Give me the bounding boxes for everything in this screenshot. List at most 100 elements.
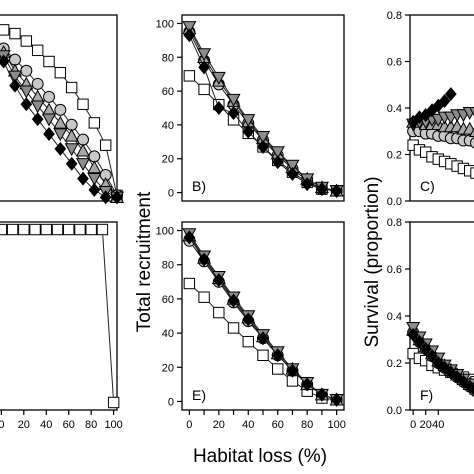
y-tick-label: 80 bbox=[162, 52, 174, 64]
data-point bbox=[43, 55, 55, 68]
data-point bbox=[29, 223, 41, 236]
data-point bbox=[198, 252, 210, 267]
data-point bbox=[54, 141, 67, 156]
data-point bbox=[271, 348, 284, 363]
data-point bbox=[464, 165, 474, 177]
data-point bbox=[226, 93, 241, 107]
data-point bbox=[31, 77, 44, 90]
series-line-1 bbox=[1, 229, 115, 403]
data-point bbox=[330, 183, 343, 198]
data-point bbox=[211, 71, 226, 85]
x-tick-label: 80 bbox=[85, 419, 97, 431]
data-point bbox=[87, 172, 102, 186]
data-point bbox=[7, 70, 23, 84]
x-tick-label: 100 bbox=[104, 419, 122, 431]
y-tick-label: 40 bbox=[162, 120, 174, 132]
data-point bbox=[75, 158, 91, 172]
plot-frame bbox=[0, 221, 118, 411]
data-point bbox=[99, 190, 112, 205]
data-point bbox=[65, 118, 78, 131]
data-point bbox=[53, 128, 68, 142]
data-point bbox=[426, 348, 438, 363]
data-point bbox=[107, 396, 120, 409]
plot-frame bbox=[181, 14, 345, 202]
data-point bbox=[212, 101, 225, 115]
data-point bbox=[20, 97, 33, 112]
data-point bbox=[0, 223, 8, 236]
series-line-4 bbox=[188, 233, 337, 401]
x-tick-label: 40 bbox=[432, 419, 444, 431]
data-point bbox=[31, 44, 44, 57]
data-point bbox=[286, 363, 299, 378]
y-tick-label: 0.2 bbox=[387, 150, 402, 162]
y-tick-label: 60 bbox=[162, 294, 174, 306]
panel-3: 0.0 0.2 0.4 0.6 0.8 C) bbox=[387, 10, 474, 208]
data-point bbox=[64, 128, 79, 142]
data-point bbox=[64, 143, 79, 157]
panel-2: 0 20 40 60 80 100 B) bbox=[156, 14, 345, 202]
data-point bbox=[183, 28, 196, 43]
plot-frame bbox=[181, 221, 345, 411]
data-point bbox=[301, 377, 314, 392]
y-axis-label-survival: Survival (proportion) bbox=[362, 176, 383, 347]
data-point bbox=[257, 331, 269, 346]
data-point bbox=[470, 167, 474, 179]
data-point bbox=[438, 94, 451, 109]
data-point bbox=[197, 48, 212, 62]
data-point bbox=[468, 127, 474, 137]
y-tick-label: 0.6 bbox=[387, 264, 402, 276]
data-point bbox=[53, 115, 68, 129]
data-point bbox=[88, 182, 101, 197]
data-point bbox=[330, 392, 343, 407]
x-tick-label: 40 bbox=[242, 419, 254, 431]
data-point bbox=[301, 177, 314, 192]
y-tick-label: 100 bbox=[156, 18, 174, 30]
data-point bbox=[242, 312, 255, 327]
data-point bbox=[316, 387, 328, 402]
y-tick-label: 60 bbox=[162, 86, 174, 98]
data-point bbox=[99, 139, 112, 151]
data-point bbox=[183, 277, 196, 290]
data-point bbox=[419, 341, 432, 356]
data-point bbox=[227, 293, 240, 308]
y-tick-label: 0.4 bbox=[387, 103, 402, 115]
series-line-5 bbox=[188, 237, 337, 401]
y-tick-label: 0.8 bbox=[387, 217, 402, 229]
x-tick-label: 0 bbox=[0, 419, 4, 431]
data-point bbox=[272, 363, 284, 375]
data-point bbox=[242, 124, 255, 139]
data-point bbox=[51, 223, 64, 236]
y-tick-label: 0.0 bbox=[387, 405, 402, 417]
y-tick-label: 0 bbox=[168, 188, 174, 200]
data-point bbox=[63, 223, 75, 236]
data-point bbox=[242, 335, 254, 348]
data-point bbox=[74, 223, 86, 236]
x-tick-label: 60 bbox=[63, 419, 75, 431]
data-point bbox=[271, 155, 284, 170]
panel-4: 0 20 40 60 80 100 bbox=[0, 221, 123, 431]
y-tick-label: 0.8 bbox=[387, 10, 402, 22]
series-line-2 bbox=[188, 31, 337, 192]
x-tick-label: 20 bbox=[18, 419, 30, 431]
data-point bbox=[65, 156, 78, 171]
series-line-4 bbox=[188, 26, 337, 192]
x-tick-label: 80 bbox=[301, 419, 313, 431]
data-point bbox=[77, 133, 89, 146]
x-tick-label: 20 bbox=[420, 419, 432, 431]
data-point bbox=[31, 112, 44, 127]
panel-label: B) bbox=[192, 178, 206, 194]
data-point bbox=[88, 117, 101, 129]
y-tick-label: 20 bbox=[162, 154, 174, 166]
data-point bbox=[54, 66, 67, 79]
data-point bbox=[96, 223, 109, 236]
y-tick-label: 100 bbox=[156, 226, 174, 238]
data-point bbox=[20, 35, 33, 47]
data-point bbox=[85, 223, 97, 236]
x-axis-label: Habitat loss (%) bbox=[193, 446, 327, 467]
y-tick-label: 0.2 bbox=[387, 358, 402, 370]
data-point bbox=[198, 291, 210, 303]
data-point bbox=[468, 106, 474, 117]
data-point bbox=[9, 53, 21, 66]
data-point bbox=[212, 273, 225, 288]
